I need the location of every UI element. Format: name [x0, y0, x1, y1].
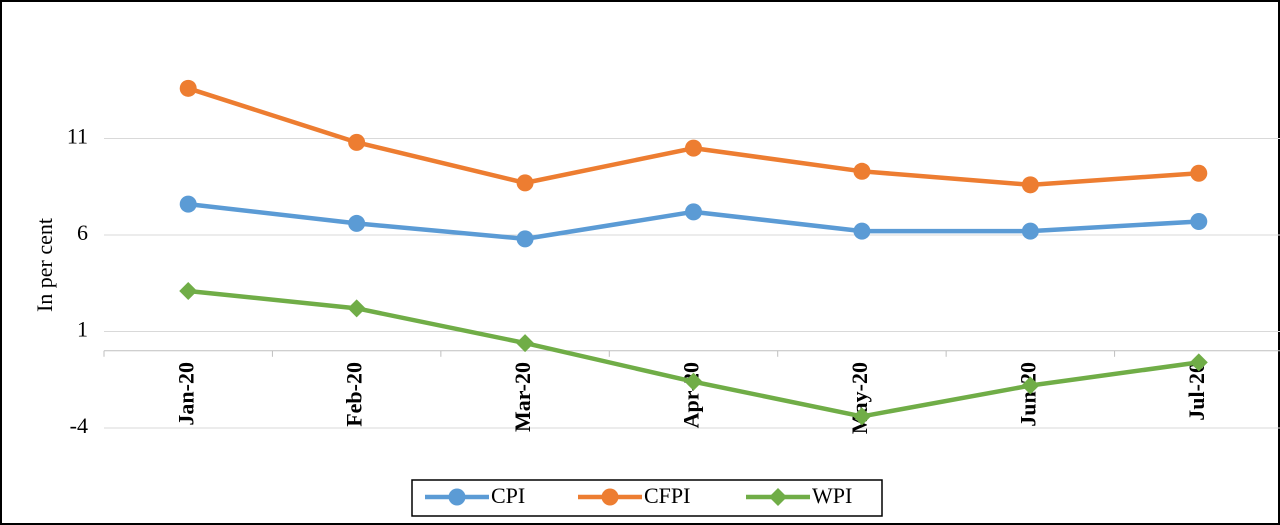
data-point — [685, 139, 702, 157]
y-tick-label: 1 — [77, 317, 88, 342]
x-tick-label: Mar-20 — [510, 362, 535, 432]
data-point — [348, 214, 366, 232]
data-point — [853, 222, 871, 240]
y-tick-label: 6 — [77, 220, 88, 245]
data-point — [179, 79, 197, 97]
data-point — [348, 133, 366, 151]
legend-label: CPI — [491, 483, 525, 508]
y-axis-label: In per cent — [32, 218, 57, 312]
data-point — [853, 162, 871, 180]
legend-marker — [448, 488, 466, 506]
data-point — [1190, 164, 1208, 182]
x-tick-label: Jun-20 — [1015, 362, 1040, 427]
data-point — [1021, 222, 1039, 240]
data-point — [516, 230, 534, 248]
data-point — [1189, 353, 1208, 372]
data-point — [179, 195, 197, 213]
data-point — [516, 334, 535, 353]
data-point — [685, 203, 702, 221]
x-tick-label: Apr-20 — [679, 362, 704, 428]
data-point — [852, 407, 871, 426]
legend-label: CFPI — [644, 483, 690, 508]
legend-label: WPI — [812, 483, 852, 508]
legend-marker — [601, 488, 619, 506]
x-tick-label: May-20 — [847, 362, 872, 434]
data-point — [179, 281, 198, 300]
data-point — [1021, 176, 1039, 194]
y-tick-label: 11 — [67, 124, 88, 149]
x-tick-label: Jan-20 — [173, 362, 198, 426]
data-point — [684, 372, 703, 391]
y-tick-label: -4 — [70, 413, 88, 438]
x-tick-label: Feb-20 — [342, 362, 367, 427]
data-point — [1021, 376, 1040, 395]
data-point — [516, 174, 534, 192]
data-point — [347, 299, 366, 318]
legend-marker — [769, 488, 787, 506]
x-tick-label: Jul-20 — [1184, 362, 1209, 421]
data-point — [1190, 212, 1208, 230]
